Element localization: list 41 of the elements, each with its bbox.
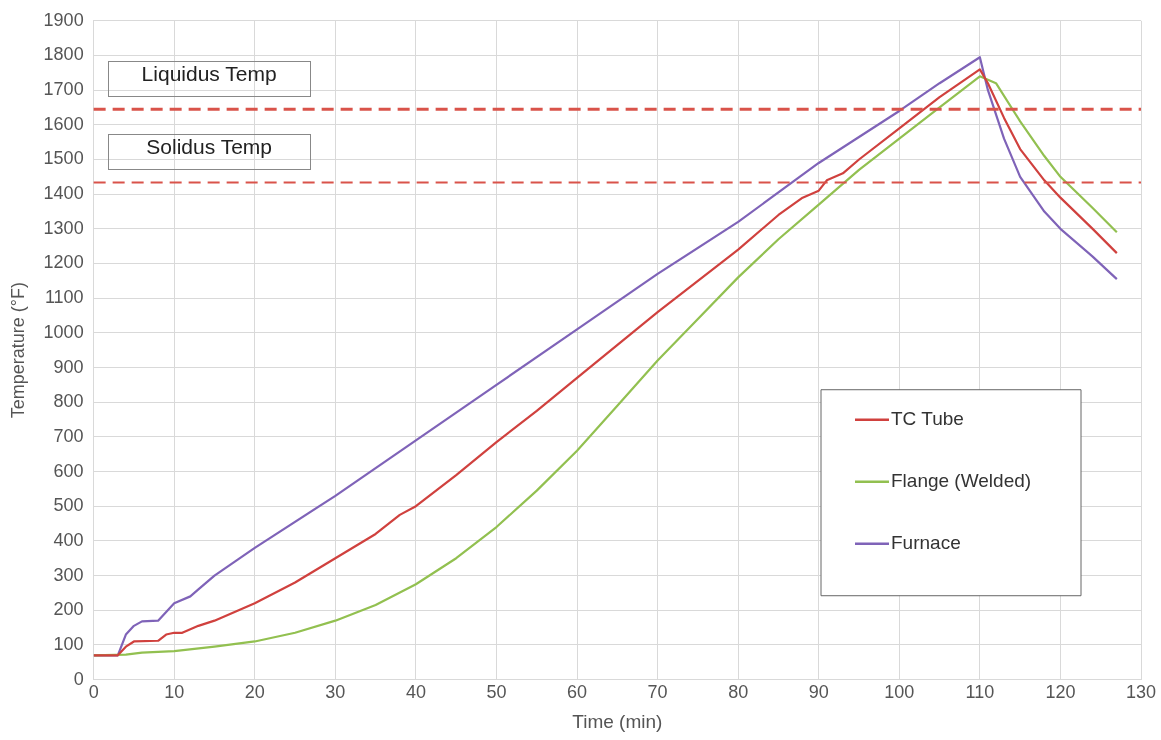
x-tick-label: 0: [88, 682, 99, 703]
y-tick-label: 100: [53, 633, 84, 654]
y-tick-label: 1700: [43, 79, 84, 100]
legend-label: Flange (Welded): [891, 469, 1032, 491]
y-tick-label: 1900: [43, 9, 84, 30]
y-tick-label: 800: [53, 391, 84, 412]
y-tick-label: 1200: [43, 252, 84, 273]
y-tick-label: 400: [53, 529, 84, 550]
y-tick-label: 500: [53, 495, 84, 516]
y-tick-label: 900: [53, 356, 84, 377]
x-tick-label: 70: [647, 682, 668, 703]
x-tick-label: 80: [728, 682, 749, 703]
x-tick-label: 130: [1125, 682, 1157, 703]
y-tick-label: 600: [53, 460, 84, 481]
y-tick-label: 1300: [43, 217, 84, 238]
x-tick-label: 60: [567, 682, 588, 703]
x-axis-title: Time (min): [572, 710, 663, 732]
y-tick-label: 1500: [43, 148, 84, 169]
x-tick-label: 30: [325, 682, 346, 703]
x-tick-label: 40: [405, 682, 426, 703]
x-tick-label: 10: [164, 682, 185, 703]
y-tick-label: 300: [53, 564, 84, 585]
y-tick-label: 1600: [43, 113, 84, 134]
ref-line-label: Liquidus Temp: [107, 61, 311, 98]
x-tick-label: 120: [1045, 682, 1076, 703]
y-tick-label: 200: [53, 599, 84, 620]
y-tick-label: 1400: [43, 183, 84, 204]
y-tick-label: 1000: [43, 321, 84, 342]
y-tick-label: 700: [53, 425, 84, 446]
y-tick-label: 1100: [44, 287, 84, 308]
legend-label: TC Tube: [891, 407, 964, 429]
legend-label: Furnace: [891, 531, 961, 553]
x-tick-label: 20: [244, 682, 265, 703]
ref-line-label: Solidus Temp: [107, 134, 311, 171]
x-tick-label: 100: [884, 682, 915, 703]
x-tick-label: 90: [808, 682, 829, 703]
x-tick-label: 110: [965, 682, 995, 703]
x-tick-label: 50: [486, 682, 507, 703]
y-axis-title: Temperature (°F): [7, 282, 28, 419]
y-tick-label: 0: [73, 668, 84, 689]
y-tick-label: 1800: [43, 44, 84, 65]
